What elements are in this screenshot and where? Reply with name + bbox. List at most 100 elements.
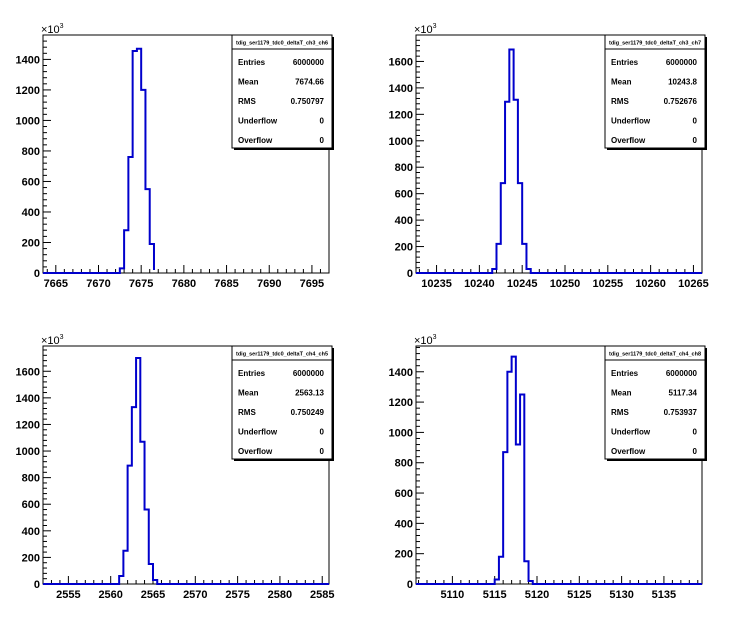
y-tick-label: 1000 [16, 115, 40, 127]
histogram-bin [492, 269, 496, 273]
histogram-bin [505, 102, 509, 273]
y-exponent-label: ×103 [414, 23, 437, 36]
y-tick-label: 200 [22, 237, 40, 249]
x-tick-label: 7680 [172, 278, 196, 290]
y-tick-label: 1400 [389, 367, 413, 379]
histogram-bin [141, 90, 145, 273]
x-tick-label: 2555 [56, 589, 80, 601]
x-tick-label: 5110 [440, 589, 464, 601]
stat-value: 5117.34 [669, 389, 698, 398]
y-tick-label: 600 [395, 488, 413, 500]
histogram-title: tdig_ser1179_tdc0_deltaT_ch3_ch7 [609, 41, 701, 47]
stat-label: Overflow [238, 136, 273, 145]
x-tick-label: 10235 [421, 278, 452, 290]
histogram-bin [518, 183, 522, 273]
y-tick-label: 1200 [389, 109, 413, 121]
histogram-bin [524, 561, 528, 584]
histogram-panel-3: 2555 2560 2565 2570 2575 2580 2585 0 200 400 600 80… [16, 334, 335, 601]
histogram-title: tdig_ser1179_tdc0_deltaT_ch4_ch8 [609, 352, 701, 358]
histogram-outline [43, 47, 155, 274]
y-tick-label: 0 [34, 268, 40, 280]
stat-value: 0 [320, 428, 325, 437]
y-tick-label: 400 [395, 518, 413, 530]
histogram-bin [520, 395, 524, 584]
stats-box-frame [231, 34, 333, 149]
x-tick-label: 2575 [225, 589, 249, 601]
stat-value: 6000000 [293, 369, 325, 378]
stat-label: Entries [611, 369, 639, 378]
histogram-panel-4: 5110 5115 5120 5125 5130 5135 0 200 400 600 800 100… [389, 334, 707, 601]
histogram-bin [514, 100, 518, 273]
histogram-bin [128, 466, 132, 584]
stat-value: 0.750797 [291, 97, 325, 106]
histogram-bin [145, 510, 149, 584]
y-tick-label: 1600 [389, 56, 413, 68]
x-tick-label: 7685 [214, 278, 238, 290]
y-tick-label: 1200 [16, 419, 40, 431]
y-exponent-label: ×103 [41, 23, 64, 36]
x-tick-label: 10250 [550, 278, 581, 290]
histogram-bin [133, 51, 137, 273]
x-tick-label: 2565 [141, 589, 165, 601]
stat-label: Mean [238, 389, 259, 398]
stat-label: Mean [611, 78, 632, 87]
stat-value: 2563.13 [295, 389, 324, 398]
histogram-bin [150, 244, 154, 273]
stats-box-frame [604, 345, 706, 460]
stat-label: Entries [238, 58, 266, 67]
y-tick-label: 1000 [389, 427, 413, 439]
stat-label: Overflow [238, 447, 273, 456]
stat-value: 0.753937 [664, 408, 698, 417]
stats-box-frame [604, 34, 706, 149]
histogram-panel-2: 10235 10240 10245 10250 10255 10260 10265 0 200 4… [389, 23, 709, 290]
x-tick-label: 7665 [44, 278, 68, 290]
y-tick-label: 1000 [389, 136, 413, 148]
y-tick-label: 800 [395, 162, 413, 174]
x-tick-label: 10255 [593, 278, 624, 290]
stat-value: 6000000 [666, 58, 698, 67]
stat-value: 7674.66 [295, 78, 324, 87]
y-tick-label: 200 [395, 242, 413, 254]
histogram-bin [512, 357, 516, 584]
y-tick-label: 400 [22, 526, 40, 538]
y-tick-label: 1600 [16, 366, 40, 378]
stat-label: Overflow [611, 447, 646, 456]
stat-value: 0.750249 [291, 408, 325, 417]
y-exponent-label: ×103 [414, 334, 437, 347]
x-tick-label: 2580 [268, 589, 292, 601]
stat-value: 0 [693, 447, 698, 456]
histogram-outline [43, 356, 329, 585]
y-tick-label: 0 [34, 579, 40, 591]
y-tick-label: 600 [22, 176, 40, 188]
stat-label: RMS [238, 97, 256, 106]
histogram-bin [119, 576, 123, 584]
histogram-bin [529, 581, 533, 584]
y-tick-label: 400 [395, 215, 413, 227]
y-tick-label: 1400 [16, 54, 40, 66]
histogram-bin [149, 564, 153, 584]
stat-label: RMS [238, 408, 256, 417]
histogram-bin [120, 268, 124, 273]
stats-box-frame [231, 345, 333, 460]
histogram-bin [140, 442, 144, 584]
x-tick-label: 5115 [483, 589, 507, 601]
x-tick-label: 5125 [567, 589, 591, 601]
histogram-bin [123, 551, 127, 584]
plot-frame [42, 34, 330, 274]
y-tick-label: 1000 [16, 446, 40, 458]
histogram-bin [495, 579, 499, 584]
y-tick-label: 800 [22, 146, 40, 158]
x-tick-label: 2585 [310, 589, 334, 601]
stats-box: tdig_ser1179_tdc0_deltaT_ch3_ch6 Entries 6… [231, 34, 334, 150]
stat-value: 0 [693, 136, 698, 145]
histogram-bin [124, 230, 128, 273]
histogram-bin [499, 557, 503, 584]
y-tick-label: 800 [395, 458, 413, 470]
y-tick-label: 200 [395, 549, 413, 561]
stats-box: tdig_ser1179_tdc0_deltaT_ch4_ch8 Entries 6… [604, 345, 707, 461]
histogram-bin [132, 407, 136, 584]
histogram-outline [416, 355, 702, 585]
stat-label: Underflow [238, 117, 278, 126]
stat-label: Mean [611, 389, 632, 398]
